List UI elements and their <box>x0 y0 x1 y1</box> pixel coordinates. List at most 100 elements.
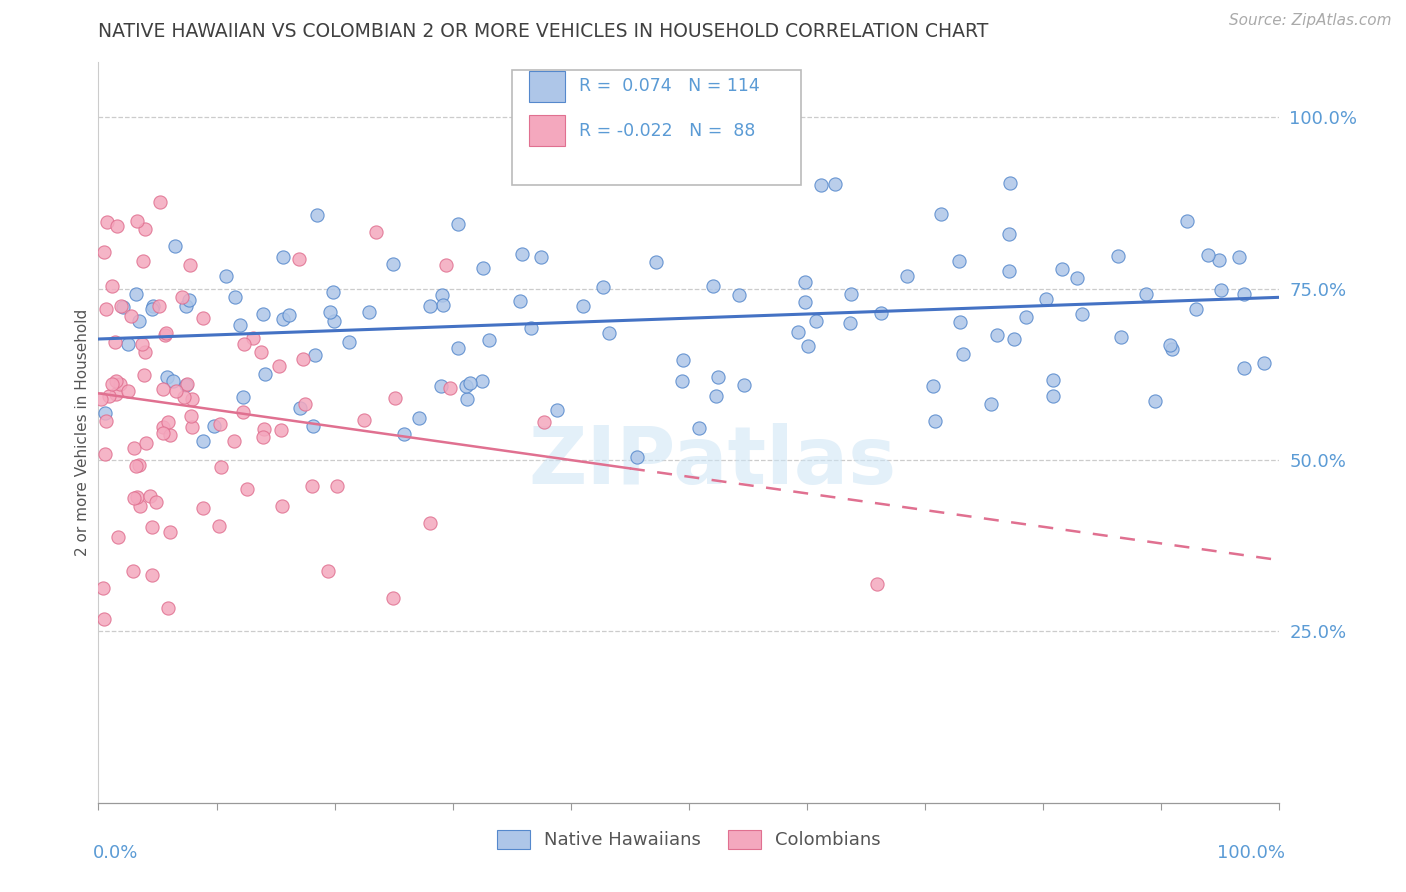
Point <box>152 419 174 434</box>
Point <box>458 376 481 391</box>
Point <box>301 479 323 493</box>
Point <box>322 285 344 299</box>
Point <box>120 310 142 324</box>
Point <box>129 500 152 514</box>
Point <box>1211 283 1233 297</box>
Point <box>271 250 294 264</box>
Point <box>1197 248 1219 262</box>
Point <box>319 305 342 319</box>
Point <box>125 458 148 473</box>
Point <box>1159 338 1181 352</box>
Point <box>128 314 150 328</box>
Point <box>471 374 494 388</box>
Point <box>794 275 817 289</box>
Point <box>419 299 441 313</box>
Point <box>509 294 531 309</box>
Point <box>148 299 170 313</box>
Point <box>1000 177 1022 191</box>
Point <box>432 298 454 312</box>
Point <box>128 458 150 472</box>
Text: R =  0.074   N = 114: R = 0.074 N = 114 <box>579 77 759 95</box>
Point <box>572 300 595 314</box>
Point <box>291 352 314 367</box>
Point <box>131 337 153 351</box>
Point <box>176 299 198 313</box>
Point <box>381 256 404 270</box>
Point <box>471 260 494 275</box>
Point <box>180 392 202 406</box>
Point <box>866 576 889 591</box>
Point <box>209 459 232 474</box>
Point <box>980 397 1002 411</box>
Point <box>165 239 187 253</box>
Point <box>704 389 727 403</box>
Point <box>1135 287 1157 301</box>
Point <box>733 377 755 392</box>
Point <box>215 268 238 283</box>
Point <box>1232 361 1254 376</box>
Point <box>671 374 693 388</box>
Point <box>193 501 215 516</box>
Point <box>810 178 832 192</box>
Point <box>152 382 174 396</box>
Point <box>131 254 153 268</box>
Point <box>134 222 156 236</box>
Point <box>173 390 195 404</box>
Point <box>302 418 325 433</box>
Point <box>896 268 918 283</box>
Point <box>1253 356 1275 370</box>
Point <box>1042 389 1064 403</box>
Point <box>125 214 148 228</box>
Point <box>124 491 146 505</box>
Text: 100.0%: 100.0% <box>1218 844 1285 862</box>
Point <box>152 425 174 440</box>
Point <box>96 215 118 229</box>
Point <box>107 530 129 544</box>
Point <box>93 245 115 260</box>
Point <box>94 406 117 420</box>
Point <box>949 315 972 329</box>
Point <box>323 314 346 328</box>
Point <box>105 387 128 401</box>
Point <box>530 250 553 264</box>
Point <box>1042 373 1064 387</box>
Point <box>797 339 820 353</box>
Point <box>96 414 118 428</box>
Point <box>510 247 533 261</box>
Point <box>267 359 290 374</box>
Point <box>242 331 264 345</box>
Point <box>1107 249 1129 263</box>
Point <box>353 413 375 427</box>
Point <box>270 499 292 513</box>
Point <box>645 255 668 269</box>
Point <box>952 347 974 361</box>
Point <box>159 525 181 540</box>
Point <box>176 376 198 391</box>
Point <box>145 495 167 509</box>
Point <box>456 392 478 406</box>
Text: NATIVE HAWAIIAN VS COLOMBIAN 2 OR MORE VEHICLES IN HOUSEHOLD CORRELATION CHART: NATIVE HAWAIIAN VS COLOMBIAN 2 OR MORE V… <box>98 22 988 41</box>
Point <box>117 384 139 398</box>
Point <box>111 300 134 314</box>
Point <box>124 287 146 301</box>
Point <box>454 379 477 393</box>
Point <box>1066 270 1088 285</box>
Point <box>998 227 1021 241</box>
Point <box>271 312 294 326</box>
Point <box>357 305 380 319</box>
Point <box>626 450 648 464</box>
Point <box>707 369 730 384</box>
Point <box>252 307 274 321</box>
Point <box>110 299 132 313</box>
Point <box>208 417 231 431</box>
Point <box>1185 302 1208 317</box>
Point <box>105 219 128 234</box>
Point <box>110 376 132 391</box>
Point <box>607 159 630 173</box>
Point <box>447 217 470 231</box>
Point <box>432 288 454 302</box>
Point <box>364 225 387 239</box>
Point <box>695 138 717 153</box>
Point <box>122 564 145 578</box>
Text: ZIPatlas: ZIPatlas <box>529 423 897 501</box>
